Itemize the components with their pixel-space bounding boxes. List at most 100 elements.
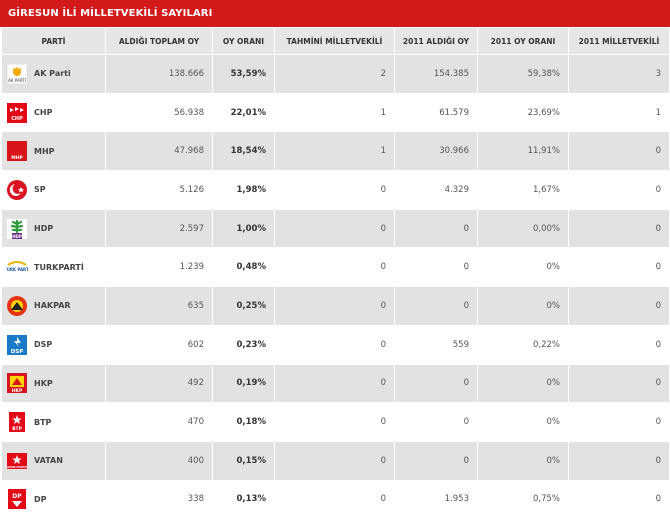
- sp-logo-icon: [6, 179, 28, 201]
- votes-cell: 338: [105, 479, 213, 520]
- seats-cell: 2: [274, 54, 395, 94]
- table-row: MHP MHP 47.968 18,54% 1 30.966 11,91% 0: [1, 131, 670, 172]
- svg-text:TURK PARTİ: TURK PARTİ: [6, 267, 28, 272]
- party-cell: DP DP: [1, 479, 106, 520]
- votes-cell: 5.126: [105, 170, 213, 210]
- party-name: TURKPARTİ: [34, 262, 84, 272]
- party-cell: CHP CHP: [1, 92, 106, 133]
- svg-text:HDP: HDP: [12, 234, 22, 239]
- svg-text:AK PARTİ: AK PARTİ: [8, 78, 26, 83]
- seats-cell: 0: [274, 363, 395, 404]
- party-cell: AK PARTİ AK Parti: [1, 54, 106, 94]
- svg-text:DSP: DSP: [11, 349, 24, 355]
- votes-2011-cell: 30.966: [394, 131, 478, 172]
- party-name: CHP: [34, 108, 53, 118]
- votes-cell: 470: [105, 402, 213, 442]
- votes-2011-cell: 0: [394, 440, 478, 481]
- party-cell: HDP HDP: [1, 208, 106, 249]
- rate-cell: 0,19%: [212, 363, 275, 404]
- rate-2011-cell: 0,22%: [477, 324, 569, 365]
- seats-2011-cell: 0: [568, 363, 670, 404]
- rate-cell: 0,13%: [212, 479, 275, 520]
- votes-cell: 2.597: [105, 208, 213, 249]
- rate-2011-cell: 0%: [477, 440, 569, 481]
- party-name: HAKPAR: [34, 301, 71, 311]
- page-title: GİRESUN İLİ MİLLETVEKİLİ SAYILARI: [0, 0, 670, 27]
- rate-cell: 53,59%: [212, 54, 275, 94]
- rate-cell: 1,98%: [212, 170, 275, 210]
- seats-2011-cell: 0: [568, 131, 670, 172]
- party-cell: MHP MHP: [1, 131, 106, 172]
- party-name: SP: [34, 185, 46, 195]
- table-row: HDP HDP 2.597 1,00% 0 0 0,00% 0: [1, 208, 670, 249]
- rate-cell: 0,25%: [212, 286, 275, 326]
- table-row: CHP CHP 56.938 22,01% 1 61.579 23,69% 1: [1, 92, 670, 133]
- header-rate-2011: 2011 OY ORANI: [477, 27, 569, 55]
- seats-cell: 1: [274, 92, 395, 133]
- votes-2011-cell: 154.385: [394, 54, 478, 94]
- rate-2011-cell: 0%: [477, 247, 569, 288]
- party-name: MHP: [34, 146, 55, 156]
- table-row: AK PARTİ AK Parti 138.666 53,59% 2 154.385 59,…: [1, 54, 670, 94]
- seats-2011-cell: 0: [568, 402, 670, 442]
- party-name: DP: [34, 494, 47, 504]
- svg-text:HKP: HKP: [12, 388, 23, 394]
- party-name: HKP: [34, 378, 53, 388]
- akparti-logo-icon: AK PARTİ: [6, 63, 28, 85]
- votes-cell: 635: [105, 286, 213, 326]
- table-row: HKP HKP 492 0,19% 0 0 0% 0: [1, 363, 670, 404]
- results-table: PARTİ ALDIĞI TOPLAM OY OY ORANI TAHMİNİ …: [1, 27, 670, 520]
- votes-cell: 1.239: [105, 247, 213, 288]
- rate-cell: 0,48%: [212, 247, 275, 288]
- seats-cell: 0: [274, 479, 395, 520]
- party-cell: VATAN PARTİSİ VATAN: [1, 440, 106, 481]
- party-cell: HKP HKP: [1, 363, 106, 404]
- seats-cell: 0: [274, 402, 395, 442]
- seats-cell: 1: [274, 131, 395, 172]
- seats-2011-cell: 3: [568, 54, 670, 94]
- table-row: BTP BTP 470 0,18% 0 0 0% 0: [1, 402, 670, 442]
- table-row: DSP DSP 602 0,23% 0 559 0,22% 0: [1, 324, 670, 365]
- seats-2011-cell: 0: [568, 247, 670, 288]
- party-name: BTP: [34, 417, 52, 427]
- votes-2011-cell: 1.953: [394, 479, 478, 520]
- rate-cell: 1,00%: [212, 208, 275, 249]
- header-seats: TAHMİNİ MİLLETVEKİLİ: [274, 27, 395, 55]
- votes-2011-cell: 0: [394, 208, 478, 249]
- seats-cell: 0: [274, 440, 395, 481]
- svg-text:BTP: BTP: [12, 426, 22, 432]
- seats-cell: 0: [274, 247, 395, 288]
- votes-2011-cell: 0: [394, 286, 478, 326]
- votes-cell: 138.666: [105, 54, 213, 94]
- votes-2011-cell: 0: [394, 247, 478, 288]
- party-name: AK Parti: [34, 69, 71, 79]
- seats-2011-cell: 0: [568, 479, 670, 520]
- votes-cell: 602: [105, 324, 213, 365]
- dsp-logo-icon: DSP: [6, 334, 28, 356]
- party-cell: SP: [1, 170, 106, 210]
- chp-logo-icon: CHP: [6, 102, 28, 124]
- rate-2011-cell: 11,91%: [477, 131, 569, 172]
- party-cell: BTP BTP: [1, 402, 106, 442]
- votes-2011-cell: 4.329: [394, 170, 478, 210]
- mhp-logo-icon: MHP: [6, 140, 28, 162]
- party-cell: TURK PARTİ TURKPARTİ: [1, 247, 106, 288]
- votes-cell: 492: [105, 363, 213, 404]
- seats-cell: 0: [274, 170, 395, 210]
- table-row: SP 5.126 1,98% 0 4.329 1,67% 0: [1, 170, 670, 210]
- header-seats-2011: 2011 MİLLETVEKİLİ: [568, 27, 670, 55]
- seats-cell: 0: [274, 324, 395, 365]
- rate-cell: 0,18%: [212, 402, 275, 442]
- party-name: VATAN: [34, 456, 63, 466]
- header-party: PARTİ: [1, 27, 106, 55]
- votes-cell: 400: [105, 440, 213, 481]
- rate-2011-cell: 59,38%: [477, 54, 569, 94]
- party-name: DSP: [34, 340, 53, 350]
- seats-cell: 0: [274, 286, 395, 326]
- rate-cell: 22,01%: [212, 92, 275, 133]
- table-row: HAKPAR 635 0,25% 0 0 0% 0: [1, 286, 670, 326]
- party-cell: DSP DSP: [1, 324, 106, 365]
- rate-2011-cell: 1,67%: [477, 170, 569, 210]
